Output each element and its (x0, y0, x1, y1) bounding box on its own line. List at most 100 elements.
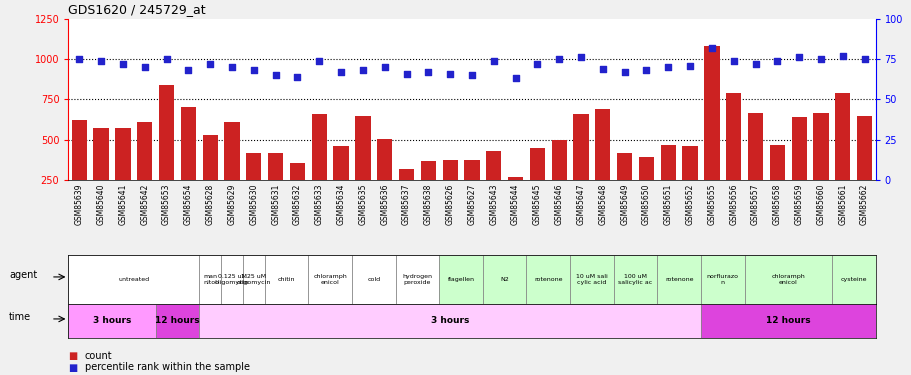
Text: GSM85655: GSM85655 (707, 184, 716, 225)
Text: GSM85648: GSM85648 (598, 184, 607, 225)
Point (202, 61, 217, 67)
Text: GSM85647: GSM85647 (576, 184, 585, 225)
Text: 3 hours: 3 hours (93, 316, 131, 325)
Text: cold: cold (367, 277, 380, 282)
Point (834, 53, 849, 59)
Text: GSM85644: GSM85644 (510, 184, 519, 225)
Text: GSM85631: GSM85631 (271, 184, 280, 225)
Bar (834, 93, 849, 220)
Bar (355, 116, 370, 220)
Text: GSM85642: GSM85642 (140, 184, 149, 225)
Bar (482, 255, 526, 304)
Point (507, 75, 522, 81)
Bar (442, 160, 457, 220)
Bar (439, 255, 482, 304)
Bar (68, 255, 200, 304)
Bar (747, 113, 763, 220)
Bar (352, 255, 395, 304)
Text: GSM85634: GSM85634 (336, 184, 345, 225)
Text: untreated: untreated (118, 277, 149, 282)
Text: GSM85637: GSM85637 (402, 184, 411, 225)
Point (573, 54, 588, 60)
Bar (526, 255, 569, 304)
Point (246, 68, 261, 74)
Bar (159, 85, 174, 220)
Point (421, 69, 435, 75)
Bar (660, 144, 675, 220)
Text: ■: ■ (68, 363, 77, 372)
Bar (529, 148, 545, 220)
Text: flagellen: flagellen (447, 277, 474, 282)
Bar (333, 146, 348, 220)
Point (94, 58, 108, 64)
Point (290, 74, 304, 80)
Text: GSM85662: GSM85662 (859, 184, 868, 225)
Point (813, 56, 827, 62)
Bar (290, 163, 305, 220)
Bar (312, 114, 326, 220)
Text: 3 hours: 3 hours (431, 316, 469, 325)
Bar (743, 255, 831, 304)
Text: GSM85651: GSM85651 (663, 184, 672, 225)
Point (639, 68, 653, 74)
Bar (617, 153, 631, 220)
Bar (200, 255, 220, 304)
Text: GSM85630: GSM85630 (249, 184, 258, 225)
Text: 12 hours: 12 hours (765, 316, 810, 325)
Bar (268, 153, 283, 220)
Bar (573, 114, 588, 220)
Text: agent: agent (9, 270, 37, 279)
Point (856, 56, 871, 62)
Bar (703, 46, 719, 220)
Text: count: count (85, 351, 112, 361)
Text: 1.25 uM
oligomycin: 1.25 uM oligomycin (236, 274, 271, 285)
Text: GSM85660: GSM85660 (815, 184, 824, 225)
Text: ■: ■ (68, 351, 77, 361)
Point (486, 58, 500, 64)
Point (791, 54, 805, 60)
Point (747, 61, 762, 67)
Bar (613, 255, 657, 304)
Text: GSM85645: GSM85645 (532, 184, 541, 225)
Point (333, 69, 348, 75)
Text: GSM85646: GSM85646 (554, 184, 563, 225)
Text: GSM85633: GSM85633 (314, 184, 323, 225)
Bar (376, 139, 392, 220)
Bar (156, 304, 200, 338)
Text: GSM85635: GSM85635 (358, 184, 367, 225)
Point (312, 58, 326, 64)
Text: GSM85659: GSM85659 (793, 184, 803, 225)
Point (138, 64, 152, 70)
Bar (224, 122, 240, 220)
Bar (725, 93, 741, 220)
Bar (200, 304, 701, 338)
Point (464, 72, 479, 78)
Bar (68, 304, 156, 338)
Text: GSM85649: GSM85649 (619, 184, 629, 225)
Text: GDS1620 / 245729_at: GDS1620 / 245729_at (68, 3, 206, 16)
Bar (202, 135, 218, 220)
Bar (681, 146, 697, 220)
Bar (180, 107, 196, 220)
Text: cysteine: cysteine (840, 277, 866, 282)
Text: GSM85650: GSM85650 (641, 184, 650, 225)
Point (72, 56, 87, 62)
Text: man
nitol: man nitol (203, 274, 217, 285)
Point (377, 64, 392, 70)
Text: GSM85654: GSM85654 (184, 184, 192, 225)
Text: rotenone: rotenone (664, 277, 692, 282)
Text: GSM85661: GSM85661 (837, 184, 846, 225)
Point (660, 64, 675, 70)
Text: GSM85658: GSM85658 (772, 184, 781, 225)
Bar (137, 122, 152, 220)
Point (551, 56, 566, 62)
Text: percentile rank within the sample: percentile rank within the sample (85, 363, 250, 372)
Point (704, 45, 719, 51)
Text: 10 uM sali
cylic acid: 10 uM sali cylic acid (576, 274, 607, 285)
Text: GSM85641: GSM85641 (118, 184, 128, 225)
Text: GSM85639: GSM85639 (75, 184, 84, 225)
Point (682, 63, 697, 69)
Point (617, 69, 631, 75)
Text: GSM85636: GSM85636 (380, 184, 389, 225)
Bar (486, 151, 501, 220)
